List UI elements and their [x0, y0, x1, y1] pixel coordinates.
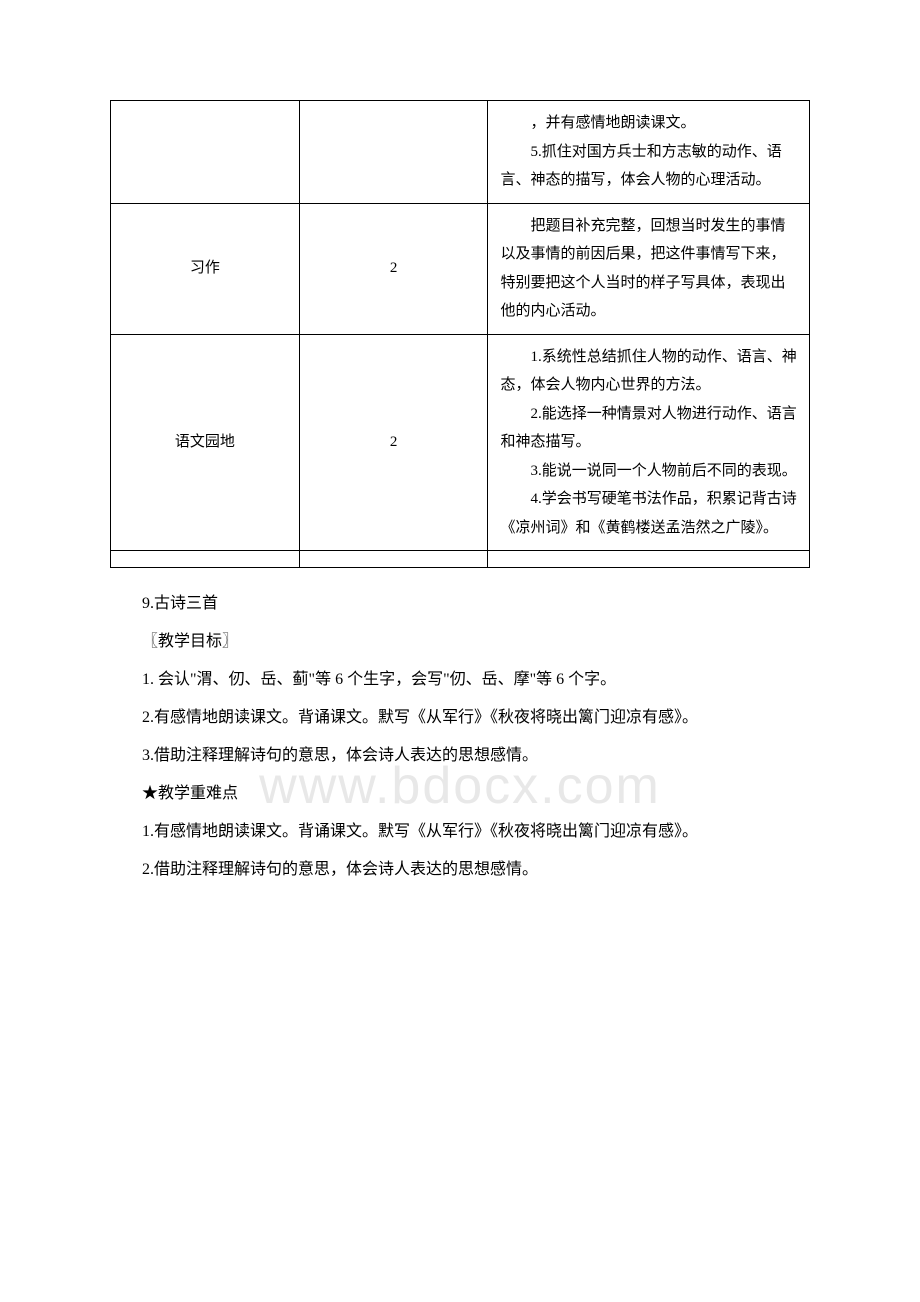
page-container: www.bdocx.com ，并有感情地朗读课文。 5.抓住对国方兵士和方志敏的… [110, 100, 810, 886]
body-paragraph: 2.有感情地朗读课文。背诵课文。默写《从军行》《秋夜将晓出篱门迎凉有感》。 [110, 702, 810, 734]
content-item: ，并有感情地朗读课文。 [500, 109, 797, 138]
cell-content: 把题目补充完整，回想当时发生的事情以及事情的前因后果，把这件事情写下来，特别要把… [488, 203, 810, 334]
content-item: 把题目补充完整，回想当时发生的事情以及事情的前因后果，把这件事情写下来，特别要把… [500, 212, 797, 326]
table-row [111, 551, 810, 568]
table-row: 语文园地 2 1.系统性总结抓住人物的动作、语言、神态，体会人物内心世界的方法。… [111, 334, 810, 551]
body-paragraph: 1. 会认"渭、仞、岳、蓟"等 6 个生字，会写"仞、岳、摩"等 6 个字。 [110, 664, 810, 696]
content-item: 2.能选择一种情景对人物进行动作、语言和神态描写。 [500, 400, 797, 457]
body-paragraph: 9.古诗三首 [110, 588, 810, 620]
table-row: 习作 2 把题目补充完整，回想当时发生的事情以及事情的前因后果，把这件事情写下来… [111, 203, 810, 334]
content-item: 4.学会书写硬笔书法作品，积累记背古诗《凉州词》和《黄鹤楼送孟浩然之广陵》。 [500, 485, 797, 542]
cell-content [488, 551, 810, 568]
cell-topic [111, 551, 300, 568]
table-row: ，并有感情地朗读课文。 5.抓住对国方兵士和方志敏的动作、语言、神态的描写，体会… [111, 101, 810, 204]
cell-topic: 习作 [111, 203, 300, 334]
body-paragraph: ★教学重难点 [110, 778, 810, 810]
body-paragraph: 2.借助注释理解诗句的意思，体会诗人表达的思想感情。 [110, 854, 810, 886]
cell-hours: 2 [299, 334, 488, 551]
cell-content: 1.系统性总结抓住人物的动作、语言、神态，体会人物内心世界的方法。 2.能选择一… [488, 334, 810, 551]
cell-topic [299, 551, 488, 568]
cell-topic: 语文园地 [111, 334, 300, 551]
cell-topic [111, 101, 300, 204]
content-item: 5.抓住对国方兵士和方志敏的动作、语言、神态的描写，体会人物的心理活动。 [500, 138, 797, 195]
curriculum-table: ，并有感情地朗读课文。 5.抓住对国方兵士和方志敏的动作、语言、神态的描写，体会… [110, 100, 810, 568]
body-paragraph: 3.借助注释理解诗句的意思，体会诗人表达的思想感情。 [110, 740, 810, 772]
content-item: 3.能说一说同一个人物前后不同的表现。 [500, 457, 797, 486]
body-paragraph: 1.有感情地朗读课文。背诵课文。默写《从军行》《秋夜将晓出篱门迎凉有感》。 [110, 816, 810, 848]
cell-content: ，并有感情地朗读课文。 5.抓住对国方兵士和方志敏的动作、语言、神态的描写，体会… [488, 101, 810, 204]
content-item: 1.系统性总结抓住人物的动作、语言、神态，体会人物内心世界的方法。 [500, 343, 797, 400]
cell-hours [299, 101, 488, 204]
body-paragraph: 〖教学目标〗 [110, 626, 810, 658]
cell-hours: 2 [299, 203, 488, 334]
